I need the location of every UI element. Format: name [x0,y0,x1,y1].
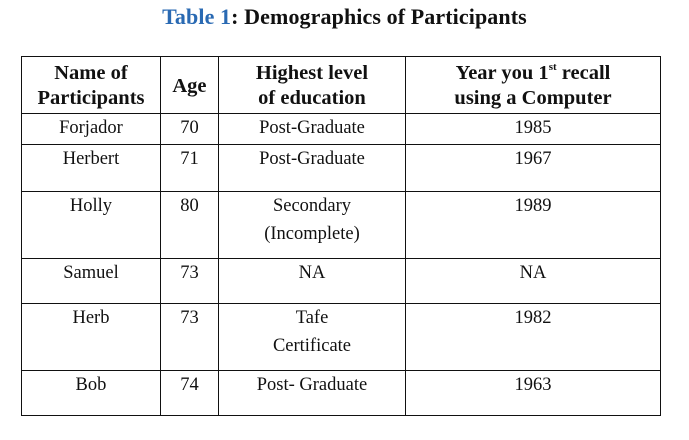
cell-education: Secondary (Incomplete) [217,191,407,259]
cell-name: Herb [21,303,161,371]
header-year-superscript: st [548,61,557,73]
header-edu-line2: of education [258,87,366,109]
table-header-row: Name of Participants Age Highest level o… [21,56,661,114]
cell-education-line1: Post-Graduate [259,118,365,138]
header-education: Highest level of education [217,56,407,114]
header-edu-line1: Highest level [255,62,369,84]
cell-age: 70 [159,113,219,145]
table-caption-label: Table 1 [162,4,232,29]
cell-year: 1989 [405,191,661,259]
cell-education: NA [217,258,407,304]
cell-year: 1963 [405,370,661,416]
cell-education-line1: Post-Graduate [259,149,365,169]
table-row: Samuel 73 NA NA [21,258,661,304]
header-year-suffix: recall [556,62,611,84]
cell-name: Herbert [21,144,161,192]
cell-age: 71 [159,144,219,192]
cell-name: Samuel [21,258,161,304]
header-name-line2: Participants [37,87,145,109]
header-age-label: Age [172,74,207,97]
header-name: Name of Participants [21,56,161,114]
cell-year: 1985 [405,113,661,145]
header-year: Year you 1st recall using a Computer [405,56,661,114]
cell-education-line1: Post- Graduate [256,375,368,395]
cell-name: Holly [21,191,161,259]
table-row: Herbert 71 Post-Graduate 1967 [21,144,661,192]
table-caption: Table 1: Demographics of Participants [0,4,689,30]
cell-age: 80 [159,191,219,259]
demographics-table: Name of Participants Age Highest level o… [21,56,661,416]
cell-education-line2: (Incomplete) [264,224,360,244]
cell-age: 73 [159,258,219,304]
header-year-line2: using a Computer [454,87,612,109]
header-year-prefix: Year you 1 [455,62,549,84]
table-row: Holly 80 Secondary (Incomplete) 1989 [21,191,661,259]
table-caption-text: : Demographics of Participants [231,4,527,29]
table-row: Herb 73 Tafe Certificate 1982 [21,303,661,371]
cell-name: Forjador [21,113,161,145]
cell-year: NA [405,258,661,304]
cell-education-line1: Tafe [295,308,329,328]
header-name-line1: Name of [54,62,128,84]
cell-education: Post- Graduate [217,370,407,416]
cell-year: 1967 [405,144,661,192]
cell-education-line1: NA [298,263,326,283]
cell-age: 73 [159,303,219,371]
cell-education: Post-Graduate [217,144,407,192]
cell-year: 1982 [405,303,661,371]
cell-education-line1: Secondary [272,196,352,216]
cell-education-line2: Certificate [272,336,352,356]
cell-education: Post-Graduate [217,113,407,145]
header-age: Age [159,56,219,114]
table-row: Forjador 70 Post-Graduate 1985 [21,113,661,145]
cell-education: Tafe Certificate [217,303,407,371]
cell-age: 74 [159,370,219,416]
cell-name: Bob [21,370,161,416]
table-row: Bob 74 Post- Graduate 1963 [21,370,661,416]
